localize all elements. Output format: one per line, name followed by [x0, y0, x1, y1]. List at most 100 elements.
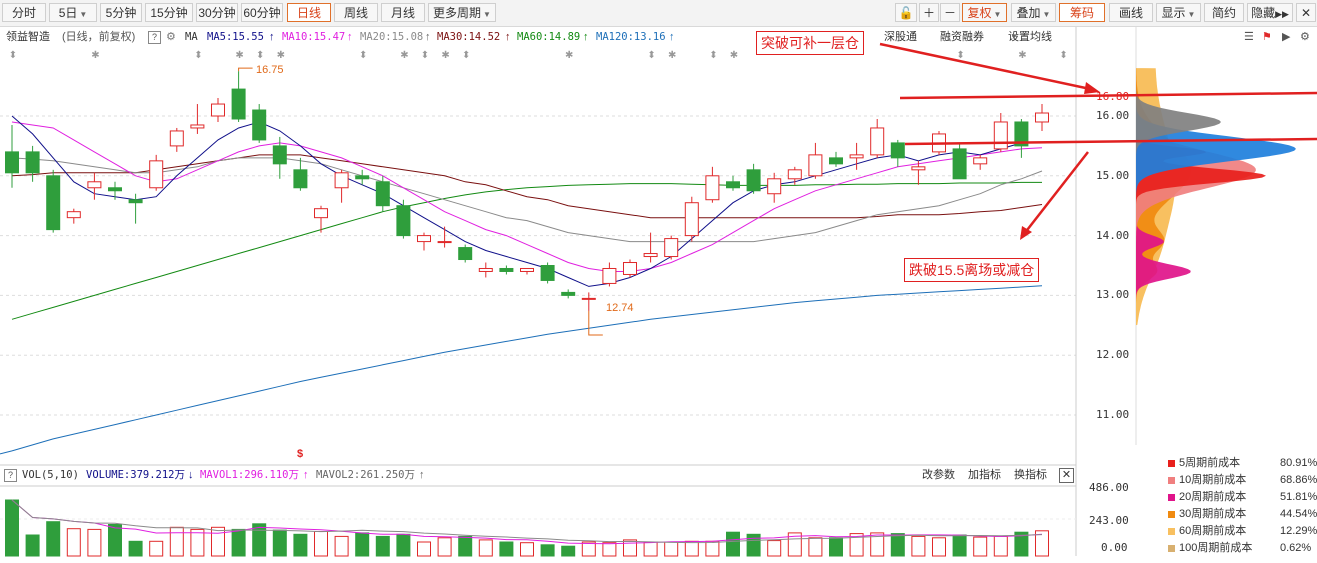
legend-swatch [1168, 476, 1175, 484]
candle [602, 262, 617, 287]
link-change-params[interactable]: 改参数 [922, 469, 955, 481]
link-add-indicator[interactable]: 加指标 [968, 469, 1001, 481]
legend-percent: 12.29% [1280, 525, 1317, 537]
candle [66, 208, 81, 224]
volume-bar [973, 536, 988, 557]
candle [520, 267, 534, 275]
link-margin-trading[interactable]: 融资融券 [940, 31, 984, 43]
tab-5min[interactable]: 5分钟 [100, 3, 142, 22]
candle [726, 175, 740, 191]
tab-5day[interactable]: 5日 ▼ [49, 3, 97, 22]
zoom-out-button[interactable]: － [940, 3, 960, 22]
candle [87, 172, 102, 200]
link-switch-indicator[interactable]: 换指标 [1014, 469, 1047, 481]
volume-bar [458, 535, 473, 557]
hide-label: 隐藏 [1251, 6, 1276, 20]
tab-30min[interactable]: 30分钟 [196, 3, 238, 22]
candle-body [726, 181, 740, 189]
draw-line-button[interactable]: 画线 [1109, 3, 1153, 22]
vol-axis-486: 486.00 [1089, 481, 1129, 494]
chips-legend-item: 10周期前成本 68.86% [1168, 472, 1317, 488]
volume-bar [334, 535, 349, 557]
flag-icon[interactable]: ⚑ [1262, 31, 1272, 43]
tab-daily[interactable]: 日线 [287, 3, 331, 22]
price-tick-label: 12.00 [1096, 348, 1130, 362]
vol-indicator: VOL(5,10) [22, 469, 79, 481]
candle-body [355, 175, 370, 180]
ma120-line-ext [0, 450, 13, 455]
candle [108, 181, 122, 200]
volume-bar [231, 528, 246, 557]
simple-button[interactable]: 简约 [1204, 3, 1244, 22]
close-icon[interactable]: ✕ [1059, 468, 1074, 483]
zoom-in-button[interactable]: ＋ [919, 3, 939, 22]
volume-bar [190, 528, 205, 557]
volume-bar [252, 523, 267, 557]
candle-body [787, 169, 802, 180]
link-sz-connect[interactable]: 深股通 [884, 31, 917, 43]
hide-button[interactable]: 隐藏▶▶ [1247, 3, 1293, 22]
chips-layer [1136, 68, 1191, 326]
ma120-line [11, 285, 1043, 452]
candle-body [87, 181, 102, 189]
volume-bar [890, 533, 905, 557]
candle-body [623, 262, 637, 275]
candle-body [375, 181, 390, 207]
candle [684, 196, 699, 242]
candle [705, 166, 720, 203]
legend-percent: 80.91% [1280, 457, 1317, 469]
chevron-down-icon: ▼ [1187, 10, 1196, 19]
overlay-button[interactable]: 叠加 ▼ [1011, 3, 1056, 22]
arrow-down-icon: ↓ [188, 469, 194, 481]
candle [1035, 104, 1049, 131]
gear-icon[interactable]: ⚙ [166, 31, 176, 43]
candle-body [890, 142, 905, 159]
tab-monthly[interactable]: 月线 [381, 3, 425, 22]
tab-weekly[interactable]: 周线 [334, 3, 378, 22]
candle [169, 127, 184, 152]
volume-bar [66, 528, 81, 557]
legend-swatch [1168, 493, 1175, 501]
arrow-up-icon: ↑ [303, 469, 309, 481]
tab-15min[interactable]: 15分钟 [145, 3, 193, 22]
close-button[interactable]: ✕ [1296, 3, 1316, 22]
candle-body [417, 235, 431, 243]
display-button[interactable]: 显示 ▼ [1156, 3, 1201, 22]
legend-swatch [1168, 527, 1175, 535]
event-marker: ⬍ [359, 50, 367, 61]
candle [890, 139, 905, 167]
chips-button[interactable]: 筹码 [1059, 3, 1105, 22]
candle [355, 169, 370, 185]
candle [314, 205, 328, 233]
candle-body [66, 211, 81, 219]
minus-icon: － [943, 6, 956, 20]
cursor-icon[interactable]: ▶ [1282, 31, 1291, 43]
volume-bar [5, 499, 19, 557]
support-line [904, 137, 1317, 146]
bars-icon[interactable]: ☰ [1244, 31, 1254, 43]
tab-intraday[interactable]: 分时 [2, 3, 46, 22]
volume-bar [808, 537, 823, 557]
event-marker: ⬍ [647, 50, 655, 61]
mavol1-value: MAVOL1:296.110万 [200, 469, 300, 481]
tab-more-periods[interactable]: 更多周期 ▼ [428, 3, 496, 22]
candle [5, 124, 19, 188]
event-marker: ✱ [565, 50, 573, 61]
help-icon[interactable]: ? [148, 31, 161, 44]
chevron-down-icon: ▼ [993, 10, 1002, 19]
help-icon[interactable]: ? [4, 469, 17, 482]
restore-rights-button[interactable]: 复权 ▼ [962, 3, 1007, 22]
volume-bar [211, 526, 225, 557]
arrow-up-icon: ↑ [505, 31, 511, 43]
volume-bar [1035, 530, 1049, 557]
legend-label: 5周期前成本 [1179, 457, 1241, 469]
lock-button[interactable]: 🔓 [895, 3, 917, 22]
tab-60min[interactable]: 60分钟 [241, 3, 283, 22]
arrow-to-resistance [879, 42, 1096, 92]
price-tick-label: 11.00 [1096, 408, 1130, 421]
ma10-value: MA10:15.47 [282, 31, 346, 43]
candle [25, 145, 40, 182]
settings-icon[interactable]: ⚙ [1300, 31, 1310, 43]
volume-bar [911, 535, 926, 557]
